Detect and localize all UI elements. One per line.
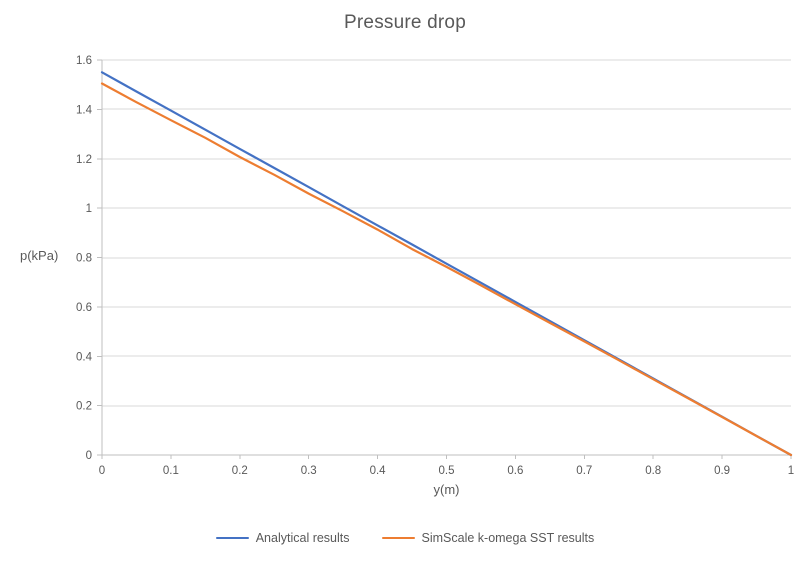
x-axis-title: y(m) [433, 482, 460, 497]
y-tick-label: 0.8 [76, 253, 92, 265]
x-tick-label: 0.5 [439, 465, 455, 477]
y-tick-label: 0 [86, 450, 92, 462]
legend-label-simscale: SimScale k-omega SST results [421, 531, 595, 545]
x-tick-label: 0.1 [163, 465, 179, 477]
chart-title: Pressure drop [344, 12, 466, 33]
legend-label-analytical: Analytical results [255, 531, 350, 545]
legend-item-analytical: Analytical results [215, 531, 350, 545]
y-tick-label: 0.2 [76, 401, 92, 413]
y-tick-label: 1 [86, 203, 92, 215]
y-tick-label: 0.4 [76, 351, 93, 363]
x-tick-label: 0.9 [714, 465, 730, 477]
x-tick-label: 0.3 [301, 465, 317, 477]
x-tick-label: 0.6 [507, 465, 523, 477]
legend-line-swatch-analytical [215, 536, 249, 540]
y-tick-label: 1.2 [76, 154, 92, 166]
x-tick-label: 0.8 [645, 465, 661, 477]
legend-line-swatch-simscale [381, 536, 415, 540]
y-axis-title: p(kPa) [20, 248, 59, 263]
x-tick-label: 0.2 [232, 465, 248, 477]
x-tick-label: 0 [99, 465, 105, 477]
legend: Analytical results SimScale k-omega SST … [0, 531, 810, 545]
y-tick-label: 1.4 [76, 104, 93, 116]
legend-item-simscale: SimScale k-omega SST results [381, 531, 595, 545]
y-tick-label: 0.6 [76, 302, 92, 314]
x-tick-label: 0.7 [576, 465, 592, 477]
series-line-simscale [100, 82, 793, 457]
x-tick-label: 0.4 [370, 465, 387, 477]
y-tick-label: 1.6 [76, 55, 92, 67]
x-tick-label: 1 [788, 465, 794, 477]
